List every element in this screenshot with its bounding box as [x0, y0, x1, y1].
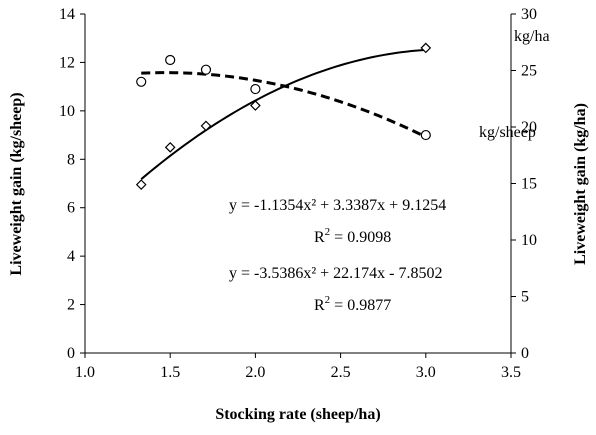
x-tick-label: 2.5	[331, 364, 351, 381]
point-kg-sheep	[136, 76, 147, 87]
y-axis-title: Liveweight gain (kg/sheep)	[8, 92, 25, 275]
point-kg-sheep	[420, 129, 431, 141]
point-kg-sheep	[165, 54, 176, 66]
equation-2: y = -3.5386x² + 22.174x - 7.8502	[229, 265, 443, 282]
point-kg-ha	[200, 120, 212, 132]
point-kg-sheep	[250, 83, 261, 95]
x-tick-label: 1.5	[160, 364, 180, 381]
fit-lines	[140, 48, 427, 180]
y2-tick-label: 30	[521, 6, 537, 23]
y-tick-label: 14	[59, 6, 75, 23]
fit-line-kg-sheep	[141, 71, 427, 139]
y2-tick-label: 5	[521, 289, 529, 306]
equation-1: y = -1.1354x² + 3.3387x + 9.1254	[229, 197, 446, 214]
y2-tick-label: 0	[521, 345, 529, 362]
y2-tick-label: 20	[521, 119, 537, 136]
series-label-kg-ha: kg/ha	[514, 28, 550, 45]
point-kg-ha	[164, 141, 176, 153]
x-tick-label: 3.0	[416, 364, 436, 381]
point-kg-sheep	[200, 64, 212, 75]
r-squared-2-value: = 0.9877	[330, 297, 391, 314]
y-tick-label: 6	[67, 200, 75, 217]
series-label-kg-sheep: kg/sheep	[479, 124, 536, 141]
r-squared-2-exp: 2	[325, 294, 331, 306]
data-points	[135, 42, 432, 190]
y-tick-label: 8	[67, 151, 75, 168]
point-kg-ha	[250, 100, 261, 111]
x-tick-label: 2.0	[245, 364, 265, 381]
r-squared-1-base: R	[314, 229, 325, 246]
r-squared-1-value: = 0.9098	[330, 229, 391, 246]
y-tick-label: 4	[67, 248, 75, 265]
y2-tick-label: 10	[521, 232, 537, 249]
r-squared-1-exp: 2	[325, 226, 331, 238]
point-kg-ha	[135, 179, 147, 190]
y2-tick-label: 15	[521, 176, 537, 193]
y2-axis-title: Liveweight gain (kg/ha)	[572, 103, 589, 265]
x-axis-title: Stocking rate (sheep/ha)	[215, 406, 380, 423]
point-kg-ha	[420, 42, 432, 54]
y2-tick-label: 25	[521, 63, 537, 80]
y-tick-label: 0	[67, 345, 75, 362]
y-tick-label: 10	[59, 103, 75, 120]
y-tick-label: 2	[67, 297, 75, 314]
fit-line-kg-ha	[140, 48, 426, 180]
x-tick-label: 3.5	[501, 364, 521, 381]
r-squared-1: R2 = 0.9098	[314, 226, 391, 246]
r-squared-2-base: R	[314, 297, 325, 314]
y-tick-label: 12	[59, 54, 75, 71]
ticks-layer: 1.0 1.5 2.0 2.5 3.0 3.50246810121405101520253…	[59, 6, 537, 381]
r-squared-2: R2 = 0.9877	[314, 294, 391, 314]
x-tick-label: 1.0	[75, 364, 95, 381]
